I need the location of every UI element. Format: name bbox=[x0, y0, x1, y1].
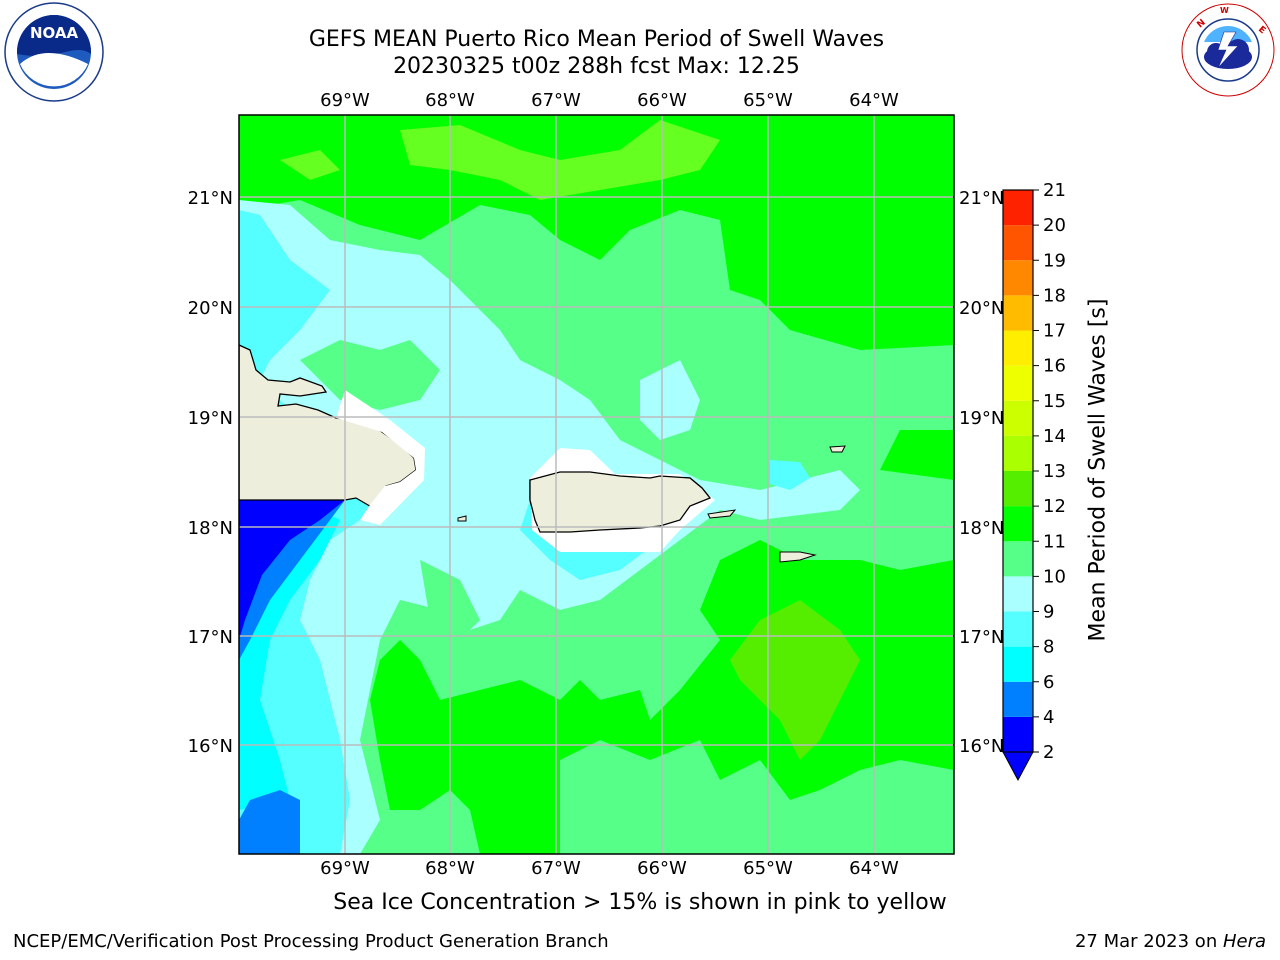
lat-label-right: 21°N bbox=[959, 188, 1004, 209]
footer-credit: NCEP/EMC/Verification Post Processing Pr… bbox=[13, 931, 609, 952]
swell-period-field bbox=[239, 115, 954, 854]
colorbar-tick-label: 20 bbox=[1043, 215, 1066, 236]
colorbar-segment bbox=[1003, 611, 1033, 647]
colorbar-segment bbox=[1003, 506, 1033, 542]
colorbar-segment bbox=[1003, 716, 1033, 752]
lon-label-top: 69°W bbox=[320, 90, 370, 111]
colorbar-tick-label: 9 bbox=[1043, 602, 1054, 623]
colorbar-segment bbox=[1003, 260, 1033, 296]
colorbar-tick-label: 18 bbox=[1043, 285, 1066, 306]
lon-label-top: 67°W bbox=[531, 90, 581, 111]
lat-label-left: 16°N bbox=[188, 736, 233, 757]
map-frame bbox=[238, 114, 955, 855]
lon-label-bottom: 69°W bbox=[320, 858, 370, 879]
noaa-logo-text: NOAA bbox=[30, 24, 79, 42]
colorbar-tick-label: 2 bbox=[1043, 742, 1054, 763]
colorbar-tick-label: 16 bbox=[1043, 356, 1066, 377]
lon-label-bottom: 67°W bbox=[531, 858, 581, 879]
lon-label-bottom: 68°W bbox=[425, 858, 475, 879]
colorbar-segment bbox=[1003, 400, 1033, 436]
lat-label-left: 17°N bbox=[188, 627, 233, 648]
lat-label-right: 16°N bbox=[959, 736, 1004, 757]
colorbar-label: Mean Period of Swell Waves [s] bbox=[1085, 298, 1111, 642]
lat-label-right: 17°N bbox=[959, 627, 1004, 648]
colorbar-segment bbox=[1003, 295, 1033, 331]
svg-text:W: W bbox=[1220, 6, 1229, 15]
nws-logo: N E W bbox=[1181, 3, 1275, 97]
footer-date: 27 Mar 2023 on Hera bbox=[1075, 931, 1266, 952]
colorbar-tick-label: 21 bbox=[1043, 180, 1066, 201]
colorbar-segment bbox=[1003, 435, 1033, 471]
noaa-logo: NOAA bbox=[4, 2, 104, 102]
colorbar-segment bbox=[1003, 365, 1033, 401]
lon-label-bottom: 66°W bbox=[637, 858, 687, 879]
colorbar-segment bbox=[1003, 646, 1033, 682]
colorbar-tick-label: 6 bbox=[1043, 672, 1054, 693]
colorbar-tick-label: 14 bbox=[1043, 426, 1066, 447]
lon-label-bottom: 65°W bbox=[743, 858, 793, 879]
lon-label-bottom: 64°W bbox=[849, 858, 899, 879]
colorbar: 2 4 6 8 9 10 11 12 13 14 15 16 17 18 19 20 21 bbox=[1002, 180, 1066, 782]
colorbar-segment bbox=[1003, 330, 1033, 366]
colorbar-tick-label: 12 bbox=[1043, 496, 1066, 517]
lon-label-top: 68°W bbox=[425, 90, 475, 111]
colorbar-tick-label: 15 bbox=[1043, 391, 1066, 412]
colorbar-extend-arrow bbox=[1002, 751, 1034, 782]
sea-ice-note: Sea Ice Concentration > 15% is shown in … bbox=[333, 890, 947, 915]
colorbar-segment bbox=[1003, 471, 1033, 507]
lat-label-right: 18°N bbox=[959, 518, 1004, 539]
map-gridlines bbox=[239, 115, 954, 854]
footer-date-text: 27 Mar 2023 on bbox=[1074, 931, 1223, 952]
colorbar-tick-label: 8 bbox=[1043, 637, 1054, 658]
colorbar-tick-label: 11 bbox=[1043, 531, 1066, 552]
lon-label-top: 66°W bbox=[637, 90, 687, 111]
lat-label-left: 21°N bbox=[188, 188, 233, 209]
colorbar-segment bbox=[1003, 541, 1033, 577]
lat-label-left: 19°N bbox=[188, 408, 233, 429]
colorbar-segment bbox=[1003, 225, 1033, 261]
colorbar-tick-label: 17 bbox=[1043, 321, 1066, 342]
colorbar-tick-label: 4 bbox=[1043, 707, 1054, 728]
colorbar-tick-label: 19 bbox=[1043, 250, 1066, 271]
lat-label-right: 20°N bbox=[959, 298, 1004, 319]
footer-host: Hera bbox=[1222, 931, 1266, 952]
lat-label-left: 18°N bbox=[188, 518, 233, 539]
colorbar-segment bbox=[1003, 190, 1033, 226]
colorbar-segment bbox=[1003, 681, 1033, 717]
colorbar-tick-label: 10 bbox=[1043, 566, 1066, 587]
lon-label-top: 64°W bbox=[849, 90, 899, 111]
colorbar-tick-label: 13 bbox=[1043, 461, 1066, 482]
svg-text:E: E bbox=[1256, 25, 1267, 37]
lat-label-left: 20°N bbox=[188, 298, 233, 319]
chart-subtitle-run: 20230325 t00z 288h fcst Max: 12.25 bbox=[393, 54, 800, 79]
lat-label-right: 19°N bbox=[959, 408, 1004, 429]
chart-title: GEFS MEAN Puerto Rico Mean Period of Swe… bbox=[308, 27, 885, 52]
colorbar-segment bbox=[1003, 576, 1033, 612]
lon-label-top: 65°W bbox=[743, 90, 793, 111]
